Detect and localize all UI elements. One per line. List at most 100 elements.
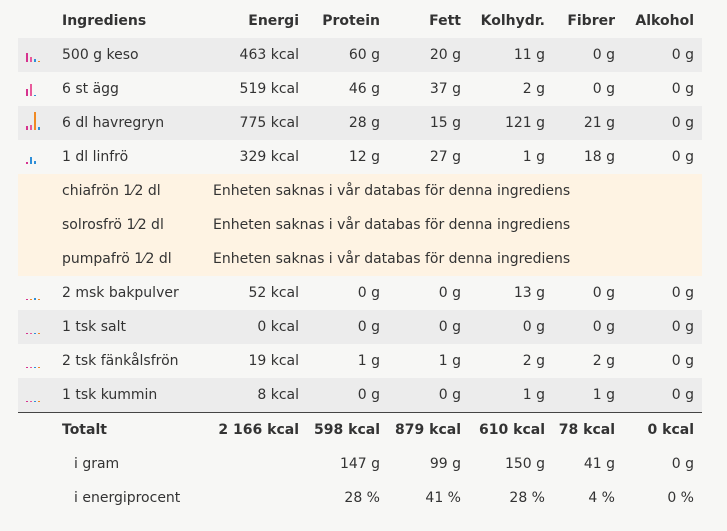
table-row: 1 tsk salt 0 kcal 0 g 0 g 0 g 0 g 0 g [18, 310, 702, 344]
macro-bars-icon [26, 106, 42, 140]
ingredient-name: solrosfrö 1⁄2 dl [62, 217, 164, 233]
protein-cell: 28 g [348, 115, 380, 131]
total-fat: 879 kcal [395, 422, 461, 438]
fat-cell: 15 g [429, 115, 461, 131]
table-row: 6 dl havregryn 775 kcal 28 g 15 g 121 g … [18, 106, 702, 140]
protein-cell: 60 g [348, 47, 380, 63]
table-row: 2 tsk fänkålsfrön 19 kcal 1 g 1 g 2 g 2 … [18, 344, 702, 378]
carbs-cell: 1 g [522, 387, 545, 403]
percent-label: i energiprocent [74, 490, 181, 506]
macro-bars-icon [26, 344, 42, 378]
total-fiber: 78 kcal [558, 422, 615, 438]
ingredient-name: 6 st ägg [62, 81, 119, 97]
grams-carbs: 150 g [504, 456, 545, 472]
carbs-cell: 11 g [513, 47, 545, 63]
energy-cell: 463 kcal [239, 47, 299, 63]
alcohol-cell: 0 g [671, 47, 694, 63]
alcohol-cell: 0 g [671, 353, 694, 369]
fiber-cell: 18 g [583, 149, 615, 165]
energy-cell: 19 kcal [248, 353, 299, 369]
total-energy: 2 166 kcal [218, 422, 299, 438]
ingredient-name: 1 tsk kummin [62, 387, 158, 403]
carbs-cell: 0 g [522, 319, 545, 335]
grams-label: i gram [74, 456, 120, 472]
macro-bars-icon [26, 310, 42, 344]
table-row: 1 dl linfrö 329 kcal 12 g 27 g 1 g 18 g … [18, 140, 702, 174]
fat-cell: 0 g [438, 285, 461, 301]
percent-alcohol: 0 % [667, 490, 694, 506]
ingredient-name: 1 tsk salt [62, 319, 126, 335]
energy-cell: 52 kcal [248, 285, 299, 301]
col-fiber: Fibrer [567, 13, 615, 29]
carbs-cell: 13 g [513, 285, 545, 301]
missing-unit-message: Enheten saknas i vår databas för denna i… [213, 183, 571, 199]
carbs-cell: 1 g [522, 149, 545, 165]
col-alcohol: Alkohol [635, 13, 694, 29]
percent-fiber: 4 % [588, 490, 615, 506]
protein-cell: 1 g [357, 353, 380, 369]
alcohol-cell: 0 g [671, 285, 694, 301]
ingredient-name: chiafrön 1⁄2 dl [62, 183, 161, 199]
fiber-cell: 0 g [592, 319, 615, 335]
percent-protein: 28 % [344, 490, 380, 506]
macro-bars-icon [26, 38, 42, 72]
grams-row: i gram 147 g 99 g 150 g 41 g 0 g [18, 447, 702, 481]
fat-cell: 1 g [438, 353, 461, 369]
percent-row: i energiprocent 28 % 41 % 28 % 4 % 0 % [18, 481, 702, 515]
ingredient-name: 6 dl havregryn [62, 115, 165, 131]
protein-cell: 12 g [348, 149, 380, 165]
grams-fiber: 41 g [583, 456, 615, 472]
fiber-cell: 2 g [592, 353, 615, 369]
fat-cell: 0 g [438, 319, 461, 335]
alcohol-cell: 0 g [671, 81, 694, 97]
missing-unit-message: Enheten saknas i vår databas för denna i… [213, 251, 571, 267]
table-row: 1 tsk kummin 8 kcal 0 g 0 g 1 g 1 g 0 g [18, 378, 702, 412]
fat-cell: 37 g [429, 81, 461, 97]
percent-fat: 41 % [425, 490, 461, 506]
total-alcohol: 0 kcal [647, 422, 694, 438]
ingredient-name: 1 dl linfrö [62, 149, 129, 165]
table-row: 2 msk bakpulver 52 kcal 0 g 0 g 13 g 0 g… [18, 276, 702, 310]
totals-label: Totalt [62, 422, 107, 438]
table-row: 500 g keso 463 kcal 60 g 20 g 11 g 0 g 0… [18, 38, 702, 72]
carbs-cell: 121 g [504, 115, 545, 131]
grams-protein: 147 g [339, 456, 380, 472]
energy-cell: 329 kcal [239, 149, 299, 165]
fat-cell: 20 g [429, 47, 461, 63]
col-protein: Protein [322, 13, 380, 29]
protein-cell: 0 g [357, 319, 380, 335]
grams-fat: 99 g [429, 456, 461, 472]
ingredient-name: pumpafrö 1⁄2 dl [62, 251, 172, 267]
missing-unit-row: pumpafrö 1⁄2 dl Enheten saknas i vår dat… [18, 242, 702, 276]
col-ingredient: Ingrediens [62, 13, 147, 29]
ingredient-name: 2 msk bakpulver [62, 285, 179, 301]
protein-cell: 0 g [357, 387, 380, 403]
fiber-cell: 1 g [592, 387, 615, 403]
alcohol-cell: 0 g [671, 387, 694, 403]
totals-row: Totalt 2 166 kcal 598 kcal 879 kcal 610 … [18, 412, 702, 447]
carbs-cell: 2 g [522, 353, 545, 369]
carbs-cell: 2 g [522, 81, 545, 97]
alcohol-cell: 0 g [671, 319, 694, 335]
macro-bars-icon [26, 140, 42, 174]
missing-unit-row: solrosfrö 1⁄2 dl Enheten saknas i vår da… [18, 208, 702, 242]
energy-cell: 519 kcal [239, 81, 299, 97]
protein-cell: 0 g [357, 285, 380, 301]
col-carbs: Kolhydr. [480, 13, 545, 29]
fat-cell: 0 g [438, 387, 461, 403]
col-fat: Fett [429, 13, 461, 29]
grams-alcohol: 0 g [671, 456, 694, 472]
percent-carbs: 28 % [509, 490, 545, 506]
fiber-cell: 0 g [592, 81, 615, 97]
col-energy: Energi [248, 13, 299, 29]
energy-cell: 8 kcal [257, 387, 299, 403]
fat-cell: 27 g [429, 149, 461, 165]
nutrition-table: Ingrediens Energi Protein Fett Kolhydr. … [18, 4, 702, 515]
alcohol-cell: 0 g [671, 149, 694, 165]
energy-cell: 775 kcal [239, 115, 299, 131]
ingredient-name: 2 tsk fänkålsfrön [62, 353, 179, 369]
fiber-cell: 0 g [592, 47, 615, 63]
missing-unit-row: chiafrön 1⁄2 dl Enheten saknas i vår dat… [18, 174, 702, 208]
table-header: Ingrediens Energi Protein Fett Kolhydr. … [18, 4, 702, 38]
macro-bars-icon [26, 378, 42, 412]
